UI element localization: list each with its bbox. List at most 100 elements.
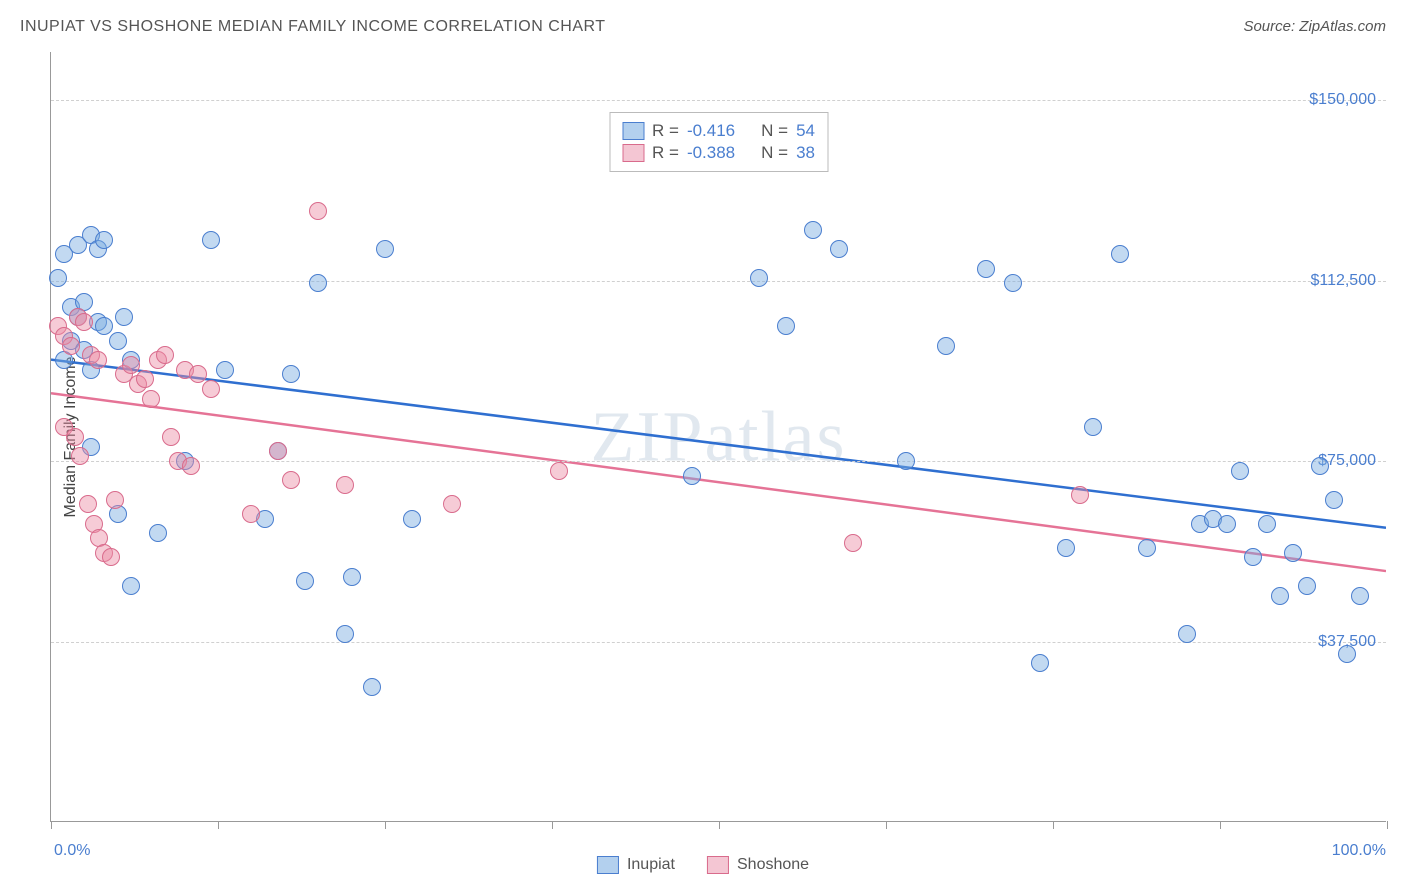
x-tick bbox=[552, 821, 553, 829]
inupiat-point bbox=[1338, 645, 1356, 663]
x-tick bbox=[1220, 821, 1221, 829]
shoshone-point bbox=[136, 370, 154, 388]
x-tick bbox=[1053, 821, 1054, 829]
inupiat-point bbox=[1298, 577, 1316, 595]
inupiat-point bbox=[1284, 544, 1302, 562]
shoshone-point bbox=[79, 495, 97, 513]
shoshone-trendline bbox=[51, 393, 1386, 571]
x-tick bbox=[51, 821, 52, 829]
inupiat-point bbox=[109, 332, 127, 350]
x-axis-min-label: 0.0% bbox=[54, 842, 90, 860]
inupiat-point bbox=[49, 269, 67, 287]
shoshone-point bbox=[844, 534, 862, 552]
inupiat-r-value: -0.416 bbox=[687, 121, 735, 141]
shoshone-point bbox=[189, 365, 207, 383]
stats-row-inupiat: R = -0.416 N = 54 bbox=[622, 121, 815, 141]
stats-legend: R = -0.416 N = 54 R = -0.388 N = 38 bbox=[609, 112, 828, 172]
shoshone-point bbox=[62, 337, 80, 355]
shoshone-r-value: -0.388 bbox=[687, 143, 735, 163]
r-label: R = bbox=[652, 121, 679, 141]
inupiat-point bbox=[1218, 515, 1236, 533]
chart-title: INUPIAT VS SHOSHONE MEDIAN FAMILY INCOME… bbox=[20, 18, 606, 36]
shoshone-point bbox=[202, 380, 220, 398]
shoshone-point bbox=[71, 447, 89, 465]
x-tick bbox=[385, 821, 386, 829]
inupiat-point bbox=[1178, 625, 1196, 643]
inupiat-point bbox=[1351, 587, 1369, 605]
inupiat-point bbox=[1057, 539, 1075, 557]
series-legend: Inupiat Shoshone bbox=[597, 856, 809, 874]
shoshone-point bbox=[1071, 486, 1089, 504]
inupiat-n-value: 54 bbox=[796, 121, 815, 141]
inupiat-point bbox=[1271, 587, 1289, 605]
shoshone-n-value: 38 bbox=[796, 143, 815, 163]
inupiat-point bbox=[202, 231, 220, 249]
shoshone-point bbox=[336, 476, 354, 494]
shoshone-swatch bbox=[622, 144, 644, 162]
gridline bbox=[51, 461, 1386, 462]
inupiat-point bbox=[296, 572, 314, 590]
shoshone-point bbox=[309, 202, 327, 220]
inupiat-point bbox=[309, 274, 327, 292]
shoshone-legend-label: Shoshone bbox=[737, 856, 809, 874]
x-tick bbox=[719, 821, 720, 829]
y-tick-label: $112,500 bbox=[1310, 272, 1376, 290]
inupiat-point bbox=[282, 365, 300, 383]
inupiat-point bbox=[216, 361, 234, 379]
shoshone-point bbox=[242, 505, 260, 523]
inupiat-point bbox=[115, 308, 133, 326]
inupiat-legend-swatch bbox=[597, 856, 619, 874]
shoshone-point bbox=[162, 428, 180, 446]
x-tick bbox=[886, 821, 887, 829]
inupiat-point bbox=[1138, 539, 1156, 557]
legend-item-inupiat: Inupiat bbox=[597, 856, 675, 874]
shoshone-point bbox=[106, 491, 124, 509]
inupiat-legend-label: Inupiat bbox=[627, 856, 675, 874]
shoshone-point bbox=[122, 356, 140, 374]
inupiat-point bbox=[937, 337, 955, 355]
inupiat-point bbox=[1084, 418, 1102, 436]
inupiat-point bbox=[376, 240, 394, 258]
inupiat-point bbox=[95, 231, 113, 249]
shoshone-point bbox=[142, 390, 160, 408]
inupiat-point bbox=[683, 467, 701, 485]
shoshone-point bbox=[102, 548, 120, 566]
shoshone-point bbox=[282, 471, 300, 489]
inupiat-point bbox=[343, 568, 361, 586]
inupiat-point bbox=[804, 221, 822, 239]
inupiat-point bbox=[897, 452, 915, 470]
inupiat-point bbox=[977, 260, 995, 278]
gridline bbox=[51, 281, 1386, 282]
inupiat-point bbox=[363, 678, 381, 696]
shoshone-point bbox=[443, 495, 461, 513]
n-label: N = bbox=[761, 143, 788, 163]
shoshone-legend-swatch bbox=[707, 856, 729, 874]
x-tick bbox=[218, 821, 219, 829]
inupiat-trendline bbox=[51, 360, 1386, 528]
inupiat-point bbox=[777, 317, 795, 335]
inupiat-point bbox=[122, 577, 140, 595]
inupiat-point bbox=[1031, 654, 1049, 672]
shoshone-point bbox=[89, 351, 107, 369]
inupiat-point bbox=[1004, 274, 1022, 292]
plot-frame: Median Family Income ZIPatlas $37,500$75… bbox=[50, 52, 1386, 822]
r-label: R = bbox=[652, 143, 679, 163]
y-tick-label: $150,000 bbox=[1309, 91, 1376, 109]
inupiat-point bbox=[750, 269, 768, 287]
legend-item-shoshone: Shoshone bbox=[707, 856, 809, 874]
inupiat-point bbox=[830, 240, 848, 258]
gridline bbox=[51, 100, 1386, 101]
n-label: N = bbox=[761, 121, 788, 141]
source-attribution: Source: ZipAtlas.com bbox=[1243, 18, 1386, 35]
inupiat-point bbox=[1231, 462, 1249, 480]
inupiat-point bbox=[1258, 515, 1276, 533]
inupiat-swatch bbox=[622, 122, 644, 140]
shoshone-point bbox=[269, 442, 287, 460]
shoshone-point bbox=[550, 462, 568, 480]
inupiat-point bbox=[336, 625, 354, 643]
inupiat-point bbox=[1244, 548, 1262, 566]
shoshone-point bbox=[75, 313, 93, 331]
inupiat-point bbox=[1311, 457, 1329, 475]
inupiat-point bbox=[1325, 491, 1343, 509]
chart-container: INUPIAT VS SHOSHONE MEDIAN FAMILY INCOME… bbox=[0, 0, 1406, 892]
